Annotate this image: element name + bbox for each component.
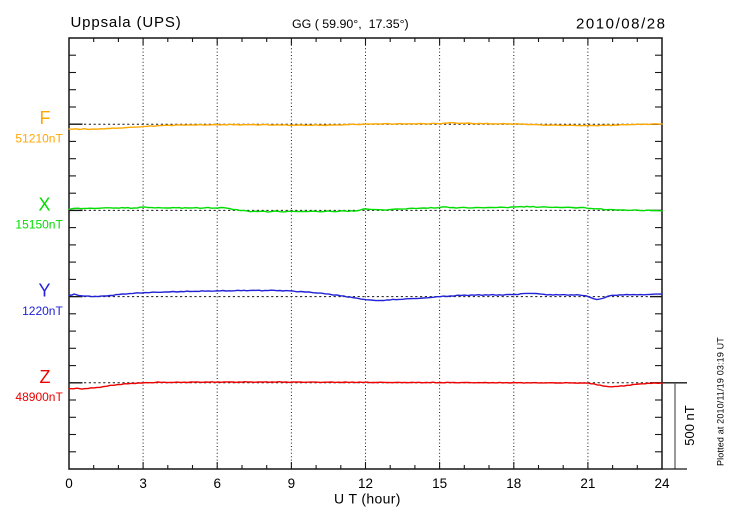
svg-text:24: 24 [654, 476, 670, 491]
svg-text:Uppsala (UPS): Uppsala (UPS) [71, 14, 182, 31]
svg-text:12: 12 [358, 476, 373, 491]
svg-text:3: 3 [139, 476, 147, 491]
svg-text:Plotted at 2010/11/19 03:19 UT: Plotted at 2010/11/19 03:19 UT [716, 337, 726, 466]
svg-text:GG ( 59.90°, 17.35°): GG ( 59.90°, 17.35°) [292, 17, 409, 31]
svg-text:18: 18 [506, 476, 521, 491]
svg-text:21: 21 [580, 476, 595, 491]
svg-text:6: 6 [213, 476, 221, 491]
svg-text:F: F [40, 108, 51, 128]
svg-text:Z: Z [40, 367, 51, 387]
svg-text:9: 9 [288, 476, 296, 491]
svg-text:48900nT: 48900nT [15, 390, 63, 404]
svg-text:500 nT: 500 nT [682, 405, 697, 446]
svg-text:Y: Y [38, 281, 50, 301]
svg-text:2010/08/28: 2010/08/28 [576, 16, 667, 33]
svg-text:U T (hour): U T (hour) [334, 491, 401, 507]
svg-text:0: 0 [65, 476, 73, 491]
svg-text:1220nT: 1220nT [22, 304, 63, 318]
svg-text:15150nT: 15150nT [15, 218, 63, 232]
svg-text:51210nT: 51210nT [15, 131, 63, 145]
svg-text:X: X [38, 194, 50, 214]
svg-text:15: 15 [432, 476, 447, 491]
